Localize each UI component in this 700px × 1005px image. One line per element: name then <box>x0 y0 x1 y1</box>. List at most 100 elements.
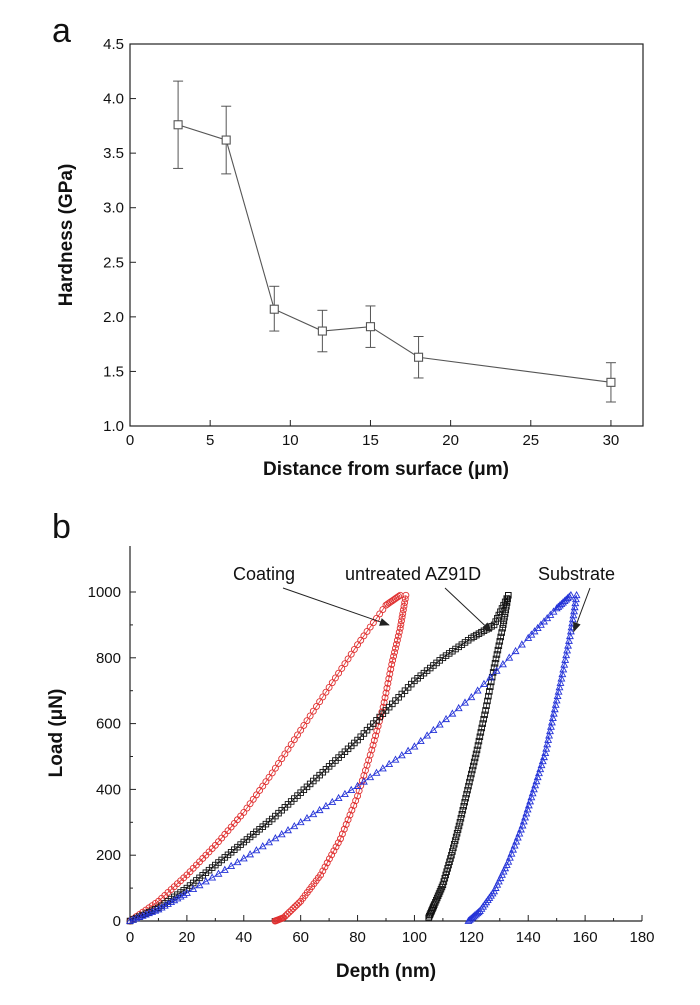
b-unloading-point-1-52 <box>458 811 466 818</box>
b-loading-point-0-55 <box>300 721 308 729</box>
b-unloading-point-1-41 <box>469 766 476 774</box>
b-loading-point-2-2 <box>132 914 141 922</box>
b-unloading-point-1-16 <box>492 655 500 663</box>
b-loading-point-2-67 <box>492 666 501 674</box>
b-annotation-label-1: untreated AZ91D <box>345 564 481 584</box>
b-y-tick-label-4: 800 <box>96 650 121 667</box>
b-unloading-point-0-36 <box>368 746 376 754</box>
b-unloading-point-0-35 <box>369 741 377 749</box>
b-loading-point-0-43 <box>262 778 270 786</box>
a-y-tick-label-0: 1.0 <box>103 418 124 435</box>
a-x-tick-label-5: 25 <box>522 432 539 449</box>
b-unloading-point-0-6 <box>398 613 406 621</box>
b-loading-point-2-22 <box>208 873 217 881</box>
b-unloading-point-0-16 <box>390 652 398 660</box>
b-loading-point-0-44 <box>265 773 273 781</box>
b-unloading-point-1-75 <box>436 888 444 895</box>
b-unloading-point-2-86 <box>469 912 478 920</box>
b-unloading-point-0-45 <box>354 792 362 800</box>
b-unloading-point-0-51 <box>342 821 350 828</box>
b-loading-point-0-63 <box>325 683 333 691</box>
panel-a-ticks: 0 5 10 15 20 25 30 1.0 1.5 2.0 2.5 3.0 3.5 4.0 4.5 <box>103 36 619 449</box>
b-unloading-point-0-48 <box>348 806 356 814</box>
b-unloading-point-0-7 <box>398 617 405 625</box>
panel-b-annotations: Coating untreated AZ91D Substrate <box>233 564 615 633</box>
a-y-tick-label-2: 2.0 <box>103 309 124 326</box>
b-unloading-point-2-54 <box>518 821 527 829</box>
b-annotation-arrow-0 <box>282 587 390 626</box>
b-unloading-point-1-5 <box>501 610 509 617</box>
b-unloading-point-1-9 <box>499 624 506 632</box>
b-unloading-point-1-58 <box>452 833 460 841</box>
b-loading-point-2-28 <box>246 850 255 858</box>
b-unloading-point-1-31 <box>478 724 486 732</box>
b-unloading-point-0-4 <box>399 606 407 614</box>
b-unloading-point-1-90 <box>425 914 432 921</box>
b-unloading-point-1-69 <box>442 871 449 879</box>
b-unloading-point-2-83 <box>473 908 482 917</box>
b-unloading-point-1-74 <box>437 885 445 893</box>
b-unloading-point-1-67 <box>444 865 451 872</box>
b-unloading-point-0-58 <box>328 851 336 859</box>
b-loading-point-2-41 <box>328 797 337 806</box>
b-unloading-point-1-33 <box>476 733 484 741</box>
b-unloading-point-0-0 <box>402 591 410 599</box>
b-unloading-point-0-24 <box>382 689 390 697</box>
b-unloading-point-2-85 <box>470 911 479 919</box>
b-annotation-arrow-2 <box>573 587 591 633</box>
b-loading-point-0-41 <box>256 787 264 794</box>
b-unloading-point-1-28 <box>481 711 488 719</box>
b-loading-point-2-9 <box>154 905 163 913</box>
b-loading-point-2-66 <box>486 673 495 681</box>
b-loading-point-0-54 <box>297 726 305 734</box>
a-data-point-5 <box>414 352 424 362</box>
b-unloading-point-2-61 <box>507 849 516 857</box>
b-loading-point-2-63 <box>467 692 476 701</box>
b-unloading-point-1-11 <box>497 633 504 641</box>
b-unloading-point-0-61 <box>321 863 329 871</box>
a-data-point-4 <box>365 322 376 332</box>
b-y-tick-label-0: 0 <box>113 913 121 930</box>
b-loading-point-0-72 <box>354 641 362 649</box>
b-loading-point-0-36 <box>240 808 248 816</box>
a-y-tick-label-3: 2.5 <box>103 254 124 271</box>
b-unloading-point-0-60 <box>323 859 331 867</box>
b-unloading-point-0-9 <box>396 624 404 632</box>
b-unloading-point-0-13 <box>392 640 400 648</box>
b-unloading-point-1-78 <box>433 894 441 902</box>
b-loading-point-0-42 <box>259 782 267 790</box>
b-unloading-point-0-47 <box>350 802 358 809</box>
b-loading-point-2-21 <box>201 877 210 885</box>
b-unloading-point-0-12 <box>393 636 401 644</box>
b-unloading-point-1-55 <box>455 822 463 830</box>
b-unloading-point-1-17 <box>491 660 499 667</box>
panel-b-load-depth-chart: b 0 20 40 60 80 100 120 140 160 180 0 200 400 600 800 1… <box>46 508 655 982</box>
b-unloading-point-2-55 <box>516 825 525 833</box>
b-y-tick-label-3: 600 <box>96 716 121 733</box>
b-loading-point-2-50 <box>385 759 394 768</box>
b-unloading-point-1-21 <box>487 678 495 686</box>
b-loading-point-2-34 <box>284 826 292 834</box>
b-loading-point-0-65 <box>331 674 339 682</box>
b-unloading-point-1-4 <box>502 606 510 614</box>
b-loading-point-0-75 <box>363 628 371 635</box>
b-unloading-point-0-79 <box>283 910 291 918</box>
panel-b-letter: b <box>52 508 71 546</box>
b-loading-point-0-53 <box>294 731 301 739</box>
b-loading-point-2-54 <box>410 742 419 750</box>
b-loading-point-0-51 <box>287 740 295 748</box>
b-unloading-point-2-90 <box>464 916 473 924</box>
b-loading-point-2-62 <box>461 698 469 706</box>
b-unloading-point-0-72 <box>297 897 305 905</box>
a-x-tick-label-2: 10 <box>282 432 299 449</box>
b-unloading-point-1-38 <box>471 754 479 762</box>
b-loading-point-0-50 <box>284 745 292 753</box>
b-loading-point-2-6 <box>145 908 153 917</box>
a-x-tick-label-6: 30 <box>603 432 620 449</box>
b-loading-point-0-61 <box>319 693 327 701</box>
b-unloading-point-1-59 <box>451 837 459 844</box>
b-unloading-point-1-51 <box>459 806 467 814</box>
b-loading-point-2-39 <box>315 805 324 814</box>
b-unloading-point-0-34 <box>370 736 378 744</box>
